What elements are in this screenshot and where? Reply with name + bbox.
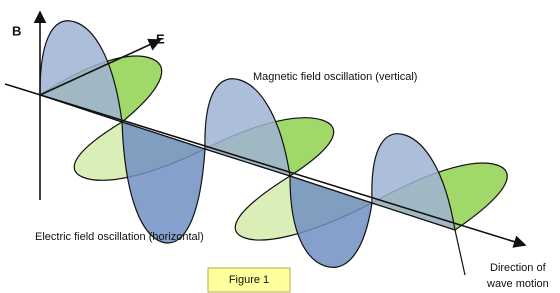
diagram: B E Magnetic field oscillation (vertical… bbox=[0, 0, 560, 293]
b-label: B bbox=[12, 23, 21, 38]
caption: Figure 1 bbox=[229, 274, 269, 286]
magnetic-lobe bbox=[290, 176, 372, 267]
axis-tail bbox=[455, 230, 465, 275]
e-label: E bbox=[156, 31, 165, 46]
electric-label: Electric field oscillation (horizontal) bbox=[35, 231, 204, 243]
magnetic-lobe bbox=[372, 134, 455, 230]
magnetic-lobe bbox=[122, 122, 205, 243]
direction-label: wave motion bbox=[486, 278, 549, 290]
direction-label: Direction of bbox=[490, 262, 547, 274]
magnetic-lobe bbox=[205, 79, 290, 176]
magnetic-label: Magnetic field oscillation (vertical) bbox=[253, 71, 417, 83]
